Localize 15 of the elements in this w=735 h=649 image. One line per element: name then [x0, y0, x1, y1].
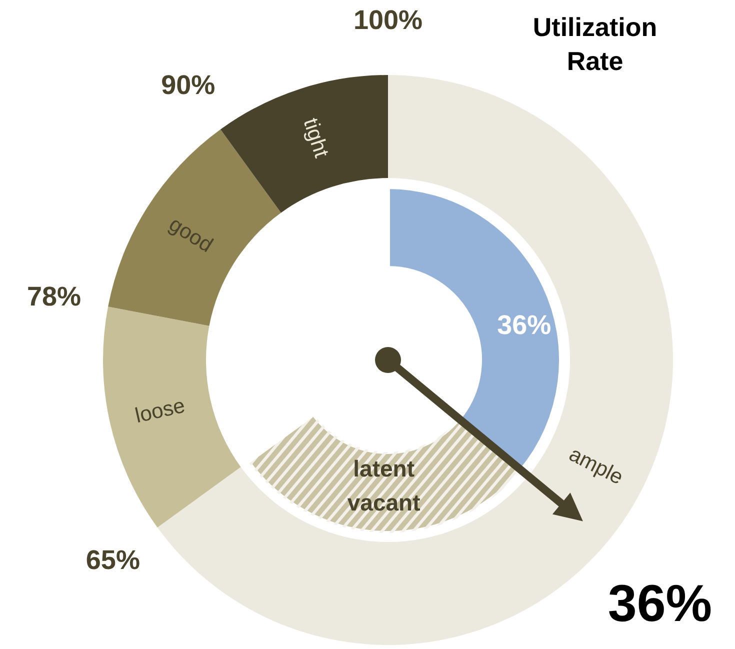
text: 100%	[353, 5, 423, 35]
text: 36%	[608, 574, 712, 633]
data-label: 36%	[497, 310, 552, 340]
slice-label: good	[164, 212, 217, 258]
text: 90%	[161, 70, 216, 100]
donut-slice	[220, 75, 388, 213]
slice-label: latent vacant	[347, 455, 421, 516]
slice-label: loose	[133, 394, 188, 428]
donut-slice	[108, 129, 282, 326]
donut-slice	[103, 306, 241, 528]
text: 65%	[86, 544, 140, 575]
slice-label: tight	[298, 115, 333, 161]
text: 78%	[27, 281, 82, 312]
slice-label: ample	[565, 442, 627, 490]
chart-title: Utilization Rate	[532, 12, 658, 76]
